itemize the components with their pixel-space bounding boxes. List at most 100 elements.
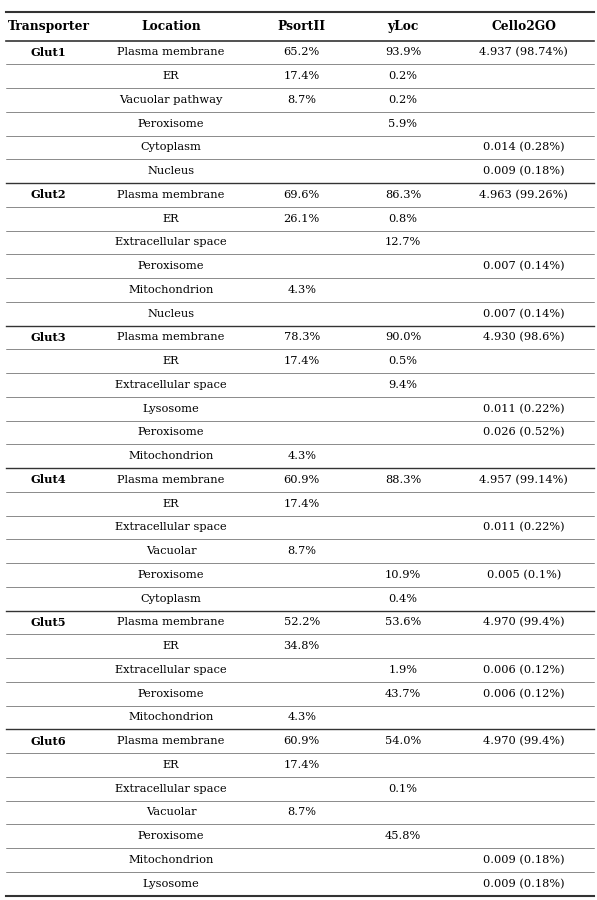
Text: 12.7%: 12.7% [385, 238, 421, 248]
Text: 60.9%: 60.9% [284, 736, 320, 746]
Text: 4.963 (99.26%): 4.963 (99.26%) [479, 190, 568, 200]
Text: Vacuolar: Vacuolar [146, 546, 196, 556]
Text: 4.3%: 4.3% [287, 285, 316, 295]
Text: Glut6: Glut6 [30, 735, 66, 747]
Text: ER: ER [162, 499, 179, 508]
Text: 17.4%: 17.4% [284, 356, 320, 366]
Text: 0.1%: 0.1% [389, 784, 417, 794]
Text: 17.4%: 17.4% [284, 760, 320, 770]
Text: Glut3: Glut3 [30, 332, 66, 343]
Text: Plasma membrane: Plasma membrane [117, 190, 224, 200]
Text: Extracellular space: Extracellular space [115, 665, 227, 675]
Text: Glut5: Glut5 [30, 616, 66, 628]
Text: Transporter: Transporter [7, 20, 90, 32]
Text: Peroxisome: Peroxisome [138, 119, 204, 129]
Text: PsortII: PsortII [278, 20, 326, 32]
Text: 0.011 (0.22%): 0.011 (0.22%) [483, 403, 565, 414]
Text: 0.009 (0.18%): 0.009 (0.18%) [483, 855, 565, 865]
Text: 52.2%: 52.2% [284, 617, 320, 627]
Text: ER: ER [162, 71, 179, 81]
Text: Extracellular space: Extracellular space [115, 522, 227, 533]
Text: 0.4%: 0.4% [389, 594, 417, 604]
Text: Plasma membrane: Plasma membrane [117, 617, 224, 627]
Text: Extracellular space: Extracellular space [115, 380, 227, 390]
Text: Cytoplasm: Cytoplasm [140, 594, 201, 604]
Text: ER: ER [162, 641, 179, 651]
Text: 5.9%: 5.9% [389, 119, 417, 129]
Text: 1.9%: 1.9% [389, 665, 417, 675]
Text: 0.007 (0.14%): 0.007 (0.14%) [483, 261, 565, 271]
Text: 9.4%: 9.4% [389, 380, 417, 390]
Text: Plasma membrane: Plasma membrane [117, 475, 224, 485]
Text: 4.3%: 4.3% [287, 713, 316, 723]
Text: 0.005 (0.1%): 0.005 (0.1%) [487, 570, 561, 580]
Text: 8.7%: 8.7% [287, 807, 316, 817]
Text: 4.930 (98.6%): 4.930 (98.6%) [483, 332, 565, 343]
Text: 0.026 (0.52%): 0.026 (0.52%) [483, 428, 565, 437]
Text: 17.4%: 17.4% [284, 499, 320, 508]
Text: Mitochondrion: Mitochondrion [128, 451, 214, 461]
Text: Mitochondrion: Mitochondrion [128, 285, 214, 295]
Text: 53.6%: 53.6% [385, 617, 421, 627]
Text: Plasma membrane: Plasma membrane [117, 736, 224, 746]
Text: Extracellular space: Extracellular space [115, 784, 227, 794]
Text: Glut1: Glut1 [30, 47, 66, 58]
Text: Lysosome: Lysosome [143, 403, 199, 414]
Text: Mitochondrion: Mitochondrion [128, 713, 214, 723]
Text: 4.970 (99.4%): 4.970 (99.4%) [483, 617, 565, 627]
Text: Peroxisome: Peroxisome [138, 428, 204, 437]
Text: 8.7%: 8.7% [287, 94, 316, 105]
Text: Peroxisome: Peroxisome [138, 570, 204, 580]
Text: 0.011 (0.22%): 0.011 (0.22%) [483, 522, 565, 533]
Text: Plasma membrane: Plasma membrane [117, 332, 224, 342]
Text: Lysosome: Lysosome [143, 878, 199, 888]
Text: Cytoplasm: Cytoplasm [140, 142, 201, 152]
Text: 26.1%: 26.1% [284, 213, 320, 223]
Text: yLoc: yLoc [387, 20, 418, 32]
Text: 34.8%: 34.8% [284, 641, 320, 651]
Text: Peroxisome: Peroxisome [138, 261, 204, 271]
Text: 0.006 (0.12%): 0.006 (0.12%) [483, 688, 565, 698]
Text: Glut4: Glut4 [30, 474, 66, 485]
Text: 60.9%: 60.9% [284, 475, 320, 485]
Text: ER: ER [162, 213, 179, 223]
Text: Peroxisome: Peroxisome [138, 688, 204, 698]
Text: 4.937 (98.74%): 4.937 (98.74%) [479, 47, 568, 58]
Text: 0.006 (0.12%): 0.006 (0.12%) [483, 665, 565, 675]
Text: 10.9%: 10.9% [385, 570, 421, 580]
Text: 45.8%: 45.8% [385, 831, 421, 842]
Text: Vacuolar pathway: Vacuolar pathway [119, 94, 223, 105]
Text: Extracellular space: Extracellular space [115, 238, 227, 248]
Text: 17.4%: 17.4% [284, 71, 320, 81]
Text: ER: ER [162, 356, 179, 366]
Text: 54.0%: 54.0% [385, 736, 421, 746]
Text: 69.6%: 69.6% [284, 190, 320, 200]
Text: 4.970 (99.4%): 4.970 (99.4%) [483, 736, 565, 746]
Text: 93.9%: 93.9% [385, 48, 421, 58]
Text: 0.009 (0.18%): 0.009 (0.18%) [483, 166, 565, 176]
Text: Cello2GO: Cello2GO [491, 20, 556, 32]
Text: 8.7%: 8.7% [287, 546, 316, 556]
Text: Location: Location [141, 20, 201, 32]
Text: Peroxisome: Peroxisome [138, 831, 204, 842]
Text: 4.3%: 4.3% [287, 451, 316, 461]
Text: 43.7%: 43.7% [385, 688, 421, 698]
Text: Glut2: Glut2 [30, 189, 66, 201]
Text: Plasma membrane: Plasma membrane [117, 48, 224, 58]
Text: 0.007 (0.14%): 0.007 (0.14%) [483, 309, 565, 319]
Text: Nucleus: Nucleus [147, 309, 195, 319]
Text: Vacuolar: Vacuolar [146, 807, 196, 817]
Text: 65.2%: 65.2% [284, 48, 320, 58]
Text: 0.009 (0.18%): 0.009 (0.18%) [483, 878, 565, 889]
Text: 78.3%: 78.3% [284, 332, 320, 342]
Text: 4.957 (99.14%): 4.957 (99.14%) [479, 474, 568, 485]
Text: 0.8%: 0.8% [389, 213, 417, 223]
Text: ER: ER [162, 760, 179, 770]
Text: 88.3%: 88.3% [385, 475, 421, 485]
Text: 86.3%: 86.3% [385, 190, 421, 200]
Text: 0.2%: 0.2% [389, 94, 417, 105]
Text: Mitochondrion: Mitochondrion [128, 855, 214, 865]
Text: 0.5%: 0.5% [389, 356, 417, 366]
Text: 90.0%: 90.0% [385, 332, 421, 342]
Text: Nucleus: Nucleus [147, 166, 195, 176]
